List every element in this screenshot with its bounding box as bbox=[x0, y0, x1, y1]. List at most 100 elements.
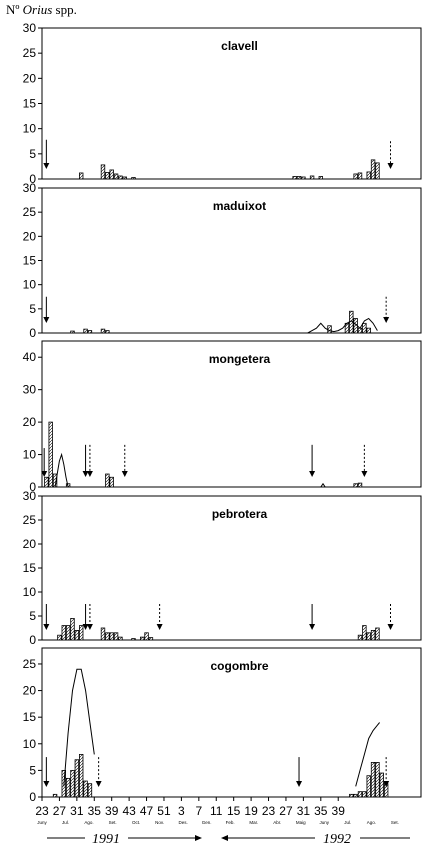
x-tick-label: 23 bbox=[262, 804, 276, 818]
bar bbox=[105, 172, 110, 180]
bar bbox=[61, 625, 66, 641]
bar bbox=[57, 634, 62, 641]
arrow-head bbox=[43, 317, 50, 323]
bar bbox=[349, 793, 354, 798]
bar bbox=[79, 625, 84, 641]
chart-title: cogombre bbox=[210, 659, 268, 673]
y-axis-title-genus: Orius bbox=[22, 2, 53, 17]
y-tick-label: 20 bbox=[23, 415, 37, 429]
bar bbox=[105, 632, 110, 641]
x-tick-label: 35 bbox=[314, 804, 328, 818]
bar bbox=[375, 627, 380, 641]
x-tick-label: 31 bbox=[70, 804, 84, 818]
chart-panel-maduixot: 0 5 10 15 20 25 30 maduixot bbox=[23, 181, 422, 340]
y-tick-label: 20 bbox=[23, 71, 37, 85]
bar bbox=[70, 618, 75, 641]
month-label: Jul. bbox=[344, 820, 351, 825]
y-tick-label: 5 bbox=[29, 302, 36, 316]
bar bbox=[148, 637, 154, 641]
bar bbox=[366, 327, 371, 334]
y-tick-label: 10 bbox=[23, 278, 37, 292]
arrow-head bbox=[309, 624, 316, 630]
bar bbox=[48, 421, 53, 488]
bar bbox=[100, 627, 106, 641]
bar bbox=[74, 759, 80, 798]
bar bbox=[118, 175, 123, 180]
y-tick-label: 10 bbox=[23, 122, 37, 136]
chart-title: maduixot bbox=[213, 199, 266, 213]
bar bbox=[122, 176, 127, 180]
x-tick-label: 23 bbox=[35, 804, 49, 818]
bar bbox=[65, 625, 71, 641]
chart-panel-cogombre: 0 5 10 15 20 25 cogombre bbox=[23, 647, 422, 804]
y-tick-label: 5 bbox=[29, 763, 36, 777]
bar bbox=[362, 322, 367, 334]
y-tick-label: 40 bbox=[23, 350, 37, 364]
arrow-head bbox=[361, 471, 368, 477]
bar bbox=[370, 159, 376, 180]
bar bbox=[65, 777, 71, 798]
chart-panel-pebrotera: 0 5 10 15 20 25 30 pebrotera bbox=[23, 489, 422, 647]
bar bbox=[52, 793, 58, 798]
y-tick-label: 30 bbox=[23, 181, 37, 195]
arrow-head bbox=[82, 624, 89, 630]
bar bbox=[79, 754, 84, 798]
y-tick-label: 10 bbox=[23, 448, 37, 462]
chart-title: pebrotera bbox=[212, 507, 268, 521]
x-tick-label: 19 bbox=[244, 804, 258, 818]
trend-curve bbox=[320, 482, 326, 488]
bar bbox=[79, 172, 84, 180]
y-tick-label: 10 bbox=[23, 737, 37, 751]
bar bbox=[379, 772, 384, 798]
x-tick-label: 51 bbox=[157, 804, 171, 818]
bar bbox=[370, 762, 376, 798]
bar bbox=[83, 780, 88, 798]
bar bbox=[131, 177, 136, 180]
month-label: Des. bbox=[179, 820, 188, 825]
month-label: Juny bbox=[37, 820, 47, 825]
bar bbox=[357, 172, 363, 180]
month-label: Nov. bbox=[155, 820, 164, 825]
month-label: Set. bbox=[109, 820, 117, 825]
bar bbox=[357, 634, 363, 641]
bar bbox=[131, 638, 136, 641]
bar bbox=[366, 171, 371, 180]
y-tick-label: 30 bbox=[23, 383, 37, 397]
arrow-head bbox=[296, 781, 303, 787]
bar bbox=[309, 175, 315, 180]
bar bbox=[87, 783, 93, 798]
y-tick-label: 15 bbox=[23, 710, 37, 724]
bar bbox=[296, 176, 302, 180]
y-tick-label: 20 bbox=[23, 684, 37, 698]
y-tick-label: 30 bbox=[23, 489, 37, 503]
bar bbox=[113, 173, 119, 180]
arrow-head bbox=[383, 781, 390, 787]
x-tick-label: 31 bbox=[297, 804, 311, 818]
plot-frame bbox=[41, 340, 422, 488]
x-tick-label: 43 bbox=[122, 804, 136, 818]
bar bbox=[375, 762, 380, 798]
bar bbox=[70, 330, 75, 334]
bar bbox=[113, 632, 119, 641]
bar bbox=[83, 328, 88, 334]
bar bbox=[139, 636, 145, 641]
y-tick-label: 0 bbox=[29, 480, 36, 494]
chart-panel-mongetera: 0 10 20 30 40 mongetera bbox=[23, 340, 422, 494]
bar bbox=[357, 482, 363, 488]
bar bbox=[100, 328, 106, 334]
x-tick-label: 27 bbox=[53, 804, 67, 818]
y-tick-label: 30 bbox=[23, 21, 37, 35]
bar bbox=[52, 473, 58, 488]
plot-frame bbox=[41, 647, 422, 798]
bar bbox=[74, 630, 80, 641]
bar bbox=[353, 483, 358, 488]
month-label: Maig bbox=[296, 820, 306, 825]
bar bbox=[362, 791, 367, 798]
x-tick-label: 3 bbox=[178, 804, 185, 818]
bar bbox=[366, 775, 371, 798]
arrow-head bbox=[41, 471, 48, 477]
bar bbox=[366, 632, 371, 641]
bar bbox=[109, 169, 114, 180]
arrow-head bbox=[43, 781, 50, 787]
month-label: Oct. bbox=[132, 820, 140, 825]
